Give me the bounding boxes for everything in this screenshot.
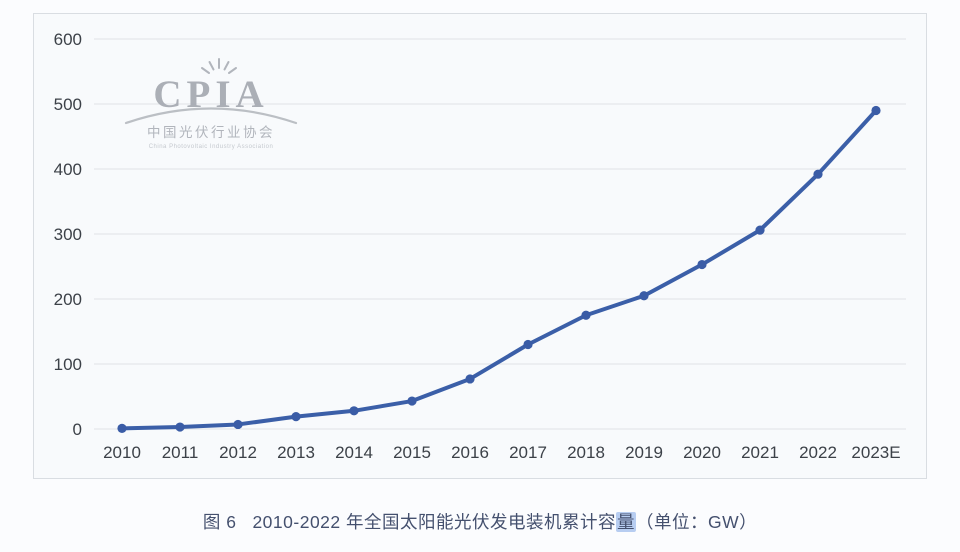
series-line xyxy=(120,108,878,431)
xtick-label-2013: 2013 xyxy=(277,443,315,462)
cpia-name-cn: 中国光伏行业协会 xyxy=(147,125,275,140)
xtick-label-2023E: 2023E xyxy=(851,443,900,462)
line-chart: 0 100 200 300 400 500 600 2010 2011 2012 2013 2014 2… xyxy=(54,30,906,462)
xtick-label-2019: 2019 xyxy=(625,443,663,462)
xtick-label-2014: 2014 xyxy=(335,443,373,462)
xtick-label-2016: 2016 xyxy=(451,443,489,462)
cpia-arc xyxy=(124,107,298,125)
data-point-2013 xyxy=(291,412,301,422)
data-point-2012 xyxy=(233,419,243,430)
cpia-watermark: CPIA 中国光伏行业协会 China Photovoltaic Industr… xyxy=(124,58,298,150)
xtick-label-2017: 2017 xyxy=(509,443,547,462)
caption-unit: （单位：GW） xyxy=(636,512,758,532)
xtick-label-2021: 2021 xyxy=(741,443,779,462)
data-point-2023E xyxy=(871,105,881,116)
ytick-label-600: 600 xyxy=(54,30,82,49)
data-point-2011 xyxy=(175,422,185,432)
figure-label: 图 6 xyxy=(202,512,237,532)
xtick-label-2022: 2022 xyxy=(799,443,837,462)
data-point-2010 xyxy=(117,423,127,433)
ytick-label-400: 400 xyxy=(54,160,82,179)
data-point-2019 xyxy=(639,291,649,301)
data-point-2014 xyxy=(349,406,359,416)
ytick-label-300: 300 xyxy=(54,225,82,244)
data-point-2022 xyxy=(813,169,823,179)
caption-title: 2010-2022 年全国太阳能光伏发电装机累计容 xyxy=(252,512,617,532)
ytick-label-500: 500 xyxy=(54,95,82,114)
cpia-name-en: China Photovoltaic Industry Association xyxy=(149,144,274,150)
data-point-2016 xyxy=(465,374,475,384)
data-point-2020 xyxy=(697,259,707,270)
ytick-label-200: 200 xyxy=(54,290,82,309)
caption-highlight: 量 xyxy=(616,512,637,532)
xtick-label-2010: 2010 xyxy=(103,443,141,462)
cpia-crown-icon xyxy=(201,58,237,74)
data-point-2015 xyxy=(407,396,417,406)
data-point-2021 xyxy=(755,225,765,235)
ytick-label-100: 100 xyxy=(54,355,82,374)
data-point-2018 xyxy=(581,310,591,320)
ytick-label-0: 0 xyxy=(73,420,82,439)
xtick-label-2015: 2015 xyxy=(393,443,431,462)
data-point-2017 xyxy=(523,339,533,350)
plot-layer: 0 100 200 300 400 500 600 2010 2011 2012 2013 2014 2… xyxy=(54,30,906,462)
figure-caption: 图 6 2010-2022 年全国太阳能光伏发电装机累计容量（单位：GW） xyxy=(0,509,960,534)
chart-panel: 0 100 200 300 400 500 600 2010 2011 2012 2013 2014 2… xyxy=(33,13,927,479)
xtick-label-2011: 2011 xyxy=(162,443,199,462)
xtick-label-2020: 2020 xyxy=(683,443,721,462)
xtick-label-2012: 2012 xyxy=(219,443,257,462)
xtick-label-2018: 2018 xyxy=(567,443,605,462)
